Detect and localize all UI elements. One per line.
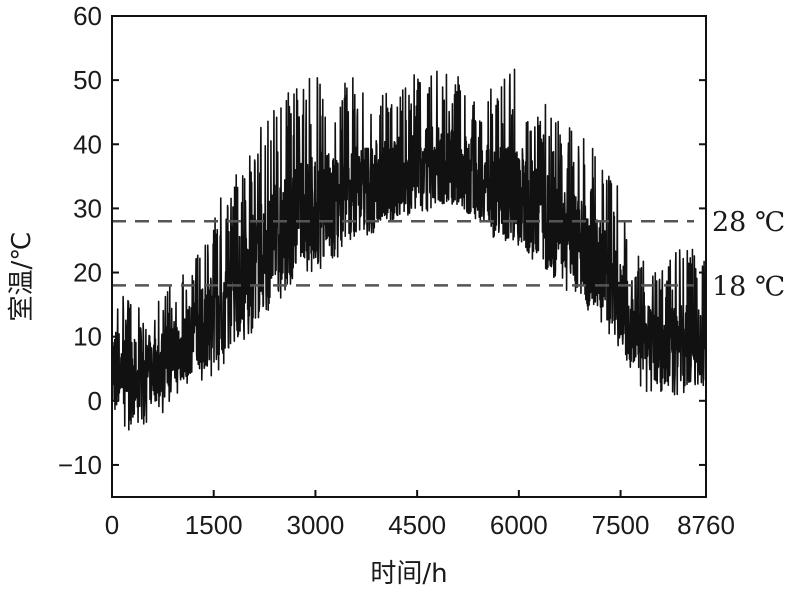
y-tick-label: 50 bbox=[73, 65, 102, 95]
reference-lines: 28 ℃ 18 ℃ bbox=[112, 207, 785, 302]
x-tick-label: 6000 bbox=[490, 510, 548, 540]
x-tick-label: 7500 bbox=[592, 510, 650, 540]
y-tick-label: 20 bbox=[73, 258, 102, 288]
y-tick-label: 60 bbox=[73, 1, 102, 31]
x-axis-title: 时间/h bbox=[370, 559, 447, 589]
x-axis-ticks: 0 1500 3000 4500 6000 7500 8760 bbox=[105, 490, 735, 540]
reference-label-18: 18 ℃ bbox=[712, 271, 785, 302]
temperature-series bbox=[111, 68, 707, 431]
y-tick-label: 0 bbox=[88, 386, 102, 416]
x-tick-label: 0 bbox=[105, 510, 119, 540]
temperature-line bbox=[111, 68, 707, 431]
y-tick-label: 10 bbox=[73, 322, 102, 352]
x-tick-label: 4500 bbox=[388, 510, 446, 540]
y-tick-label: 30 bbox=[73, 193, 102, 223]
reference-label-28: 28 ℃ bbox=[712, 207, 785, 238]
y-tick-label: −10 bbox=[58, 450, 102, 480]
y-tick-label: 40 bbox=[73, 129, 102, 159]
x-tick-label: 8760 bbox=[677, 510, 735, 540]
y-axis-title: 室温/℃ bbox=[7, 232, 37, 322]
y-axis-ticks: −10 0 10 20 30 40 50 60 bbox=[58, 1, 706, 480]
plot-frame bbox=[111, 15, 707, 498]
x-tick-label: 1500 bbox=[185, 510, 243, 540]
x-tick-label: 3000 bbox=[287, 510, 345, 540]
